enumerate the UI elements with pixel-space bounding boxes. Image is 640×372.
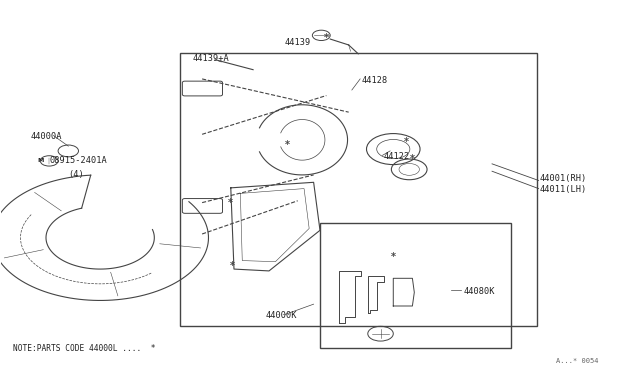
Text: *: * xyxy=(230,262,235,272)
Text: 44139: 44139 xyxy=(285,38,311,47)
Text: M: M xyxy=(38,158,44,163)
Text: 44139+A: 44139+A xyxy=(193,54,229,63)
Text: *: * xyxy=(324,33,329,43)
Text: 44000A: 44000A xyxy=(30,132,61,141)
Text: *: * xyxy=(284,140,289,150)
Text: 44122: 44122 xyxy=(384,152,410,161)
Bar xyxy=(180,53,537,326)
Text: 44001(RH): 44001(RH) xyxy=(540,174,587,183)
Text: *: * xyxy=(410,154,415,164)
Text: NOTE:PARTS CODE 44000L ....  *: NOTE:PARTS CODE 44000L .... * xyxy=(13,344,156,353)
Text: A...* 0054: A...* 0054 xyxy=(556,358,598,365)
Text: 08915-2401A: 08915-2401A xyxy=(49,155,107,165)
Text: *: * xyxy=(228,198,234,208)
Text: *: * xyxy=(404,137,408,147)
Text: 44128: 44128 xyxy=(362,76,388,85)
Text: 44011(LH): 44011(LH) xyxy=(540,185,587,194)
Text: (4): (4) xyxy=(68,170,84,179)
Text: *: * xyxy=(391,252,396,262)
Bar xyxy=(320,223,511,349)
Text: 44000K: 44000K xyxy=(266,311,298,320)
Text: 44080K: 44080K xyxy=(463,287,495,296)
